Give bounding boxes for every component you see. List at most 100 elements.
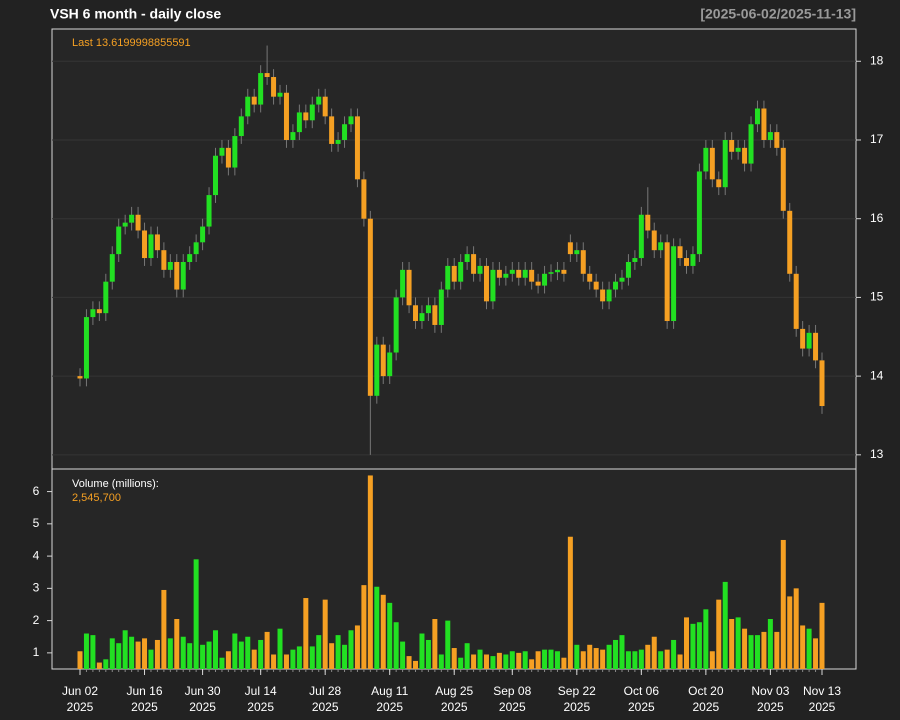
volume-bar bbox=[471, 654, 477, 669]
candle-body bbox=[96, 309, 102, 314]
volume-bar bbox=[212, 630, 218, 669]
candle-body bbox=[335, 139, 341, 144]
volume-bar bbox=[709, 651, 715, 669]
candle-body bbox=[632, 258, 638, 262]
volume-bar bbox=[684, 617, 690, 669]
candle-body bbox=[548, 272, 554, 274]
candle-body bbox=[225, 147, 231, 168]
volume-bar bbox=[451, 648, 457, 669]
volume-bar bbox=[735, 617, 741, 669]
volume-bar bbox=[651, 636, 657, 669]
volume-bar bbox=[509, 651, 515, 669]
volume-bar bbox=[109, 638, 115, 669]
candle-body bbox=[554, 269, 560, 273]
candle-body bbox=[374, 344, 380, 396]
candle-body bbox=[658, 242, 664, 251]
candle-body bbox=[206, 195, 212, 227]
candle-body bbox=[483, 265, 489, 302]
volume-y-tick-label: 1 bbox=[33, 645, 40, 659]
x-tick-label: Nov 03 2025 bbox=[751, 684, 790, 714]
candle-body bbox=[735, 147, 741, 152]
volume-y-tick-label: 5 bbox=[33, 516, 40, 530]
candle-body bbox=[322, 96, 328, 117]
candle-body bbox=[419, 313, 425, 322]
volume-bar bbox=[180, 636, 186, 669]
volume-bar bbox=[174, 619, 180, 669]
volume-bar bbox=[574, 644, 580, 669]
candle-body bbox=[645, 214, 651, 231]
volume-bar bbox=[787, 596, 793, 669]
candle-body bbox=[677, 246, 683, 259]
volume-bar bbox=[567, 536, 573, 669]
candle-body bbox=[122, 222, 128, 227]
volume-bar bbox=[593, 648, 599, 669]
volume-bar bbox=[419, 633, 425, 669]
volume-bar bbox=[729, 619, 735, 669]
candle-body bbox=[116, 226, 122, 255]
candle-body bbox=[413, 305, 419, 322]
candle-body bbox=[264, 73, 270, 78]
candle-body bbox=[187, 254, 193, 262]
volume-bar bbox=[361, 585, 367, 669]
candle-body bbox=[696, 171, 702, 255]
volume-bar bbox=[251, 649, 257, 669]
volume-bar bbox=[142, 638, 148, 669]
volume-bar bbox=[122, 630, 128, 669]
volume-bar bbox=[296, 646, 302, 669]
candle-body bbox=[574, 250, 580, 255]
candle-body bbox=[277, 92, 283, 97]
volume-bar bbox=[625, 651, 631, 669]
volume-bar bbox=[193, 559, 199, 669]
volume-y-tick-label: 2 bbox=[33, 613, 40, 627]
volume-bar bbox=[232, 633, 238, 669]
volume-title: Volume (millions): bbox=[72, 478, 159, 490]
candle-body bbox=[748, 124, 754, 164]
candle-body bbox=[793, 273, 799, 329]
candle-body bbox=[109, 254, 115, 282]
volume-bar bbox=[742, 628, 748, 669]
x-tick-label: Jun 02 2025 bbox=[61, 684, 99, 714]
last-label: Last 13.6199998855591 bbox=[72, 37, 191, 49]
candle-body bbox=[380, 344, 386, 377]
volume-bar bbox=[516, 652, 522, 669]
x-tick-label: Oct 20 2025 bbox=[688, 684, 724, 714]
volume-bar bbox=[483, 654, 489, 669]
x-tick-label: Oct 06 2025 bbox=[623, 684, 659, 714]
candle-body bbox=[509, 269, 515, 274]
candle-body bbox=[161, 250, 167, 270]
candle-body bbox=[83, 317, 89, 379]
volume-panel bbox=[51, 468, 857, 670]
candle-body bbox=[406, 269, 412, 306]
volume-bar bbox=[264, 631, 270, 669]
candle-body bbox=[219, 147, 225, 156]
candle-body bbox=[664, 242, 670, 322]
volume-bar bbox=[761, 631, 767, 669]
volume-bar bbox=[380, 594, 386, 669]
y-tick-label: 17 bbox=[870, 132, 884, 146]
candle-body bbox=[142, 230, 148, 259]
candle-body bbox=[516, 269, 522, 278]
volume-bar bbox=[613, 639, 619, 669]
volume-bar bbox=[438, 654, 444, 669]
candle-body bbox=[180, 261, 186, 290]
volume-bar bbox=[135, 641, 141, 669]
candle-body bbox=[671, 246, 677, 322]
candle-body bbox=[606, 289, 612, 302]
y-tick-label: 14 bbox=[870, 368, 884, 382]
volume-bar bbox=[542, 649, 548, 669]
volume-bar bbox=[496, 652, 502, 669]
candle-body bbox=[290, 132, 296, 140]
volume-bar bbox=[690, 623, 696, 669]
volume-bar bbox=[116, 643, 122, 669]
volume-bar bbox=[367, 475, 373, 669]
volume-bar bbox=[445, 620, 451, 669]
candle-body bbox=[722, 139, 728, 188]
candle-body bbox=[193, 242, 199, 255]
candle-body bbox=[767, 132, 773, 140]
volume-bar bbox=[406, 656, 412, 669]
candle-body bbox=[316, 96, 322, 105]
candle-body bbox=[283, 92, 289, 140]
volume-bar bbox=[722, 581, 728, 669]
volume-bar bbox=[129, 636, 135, 669]
